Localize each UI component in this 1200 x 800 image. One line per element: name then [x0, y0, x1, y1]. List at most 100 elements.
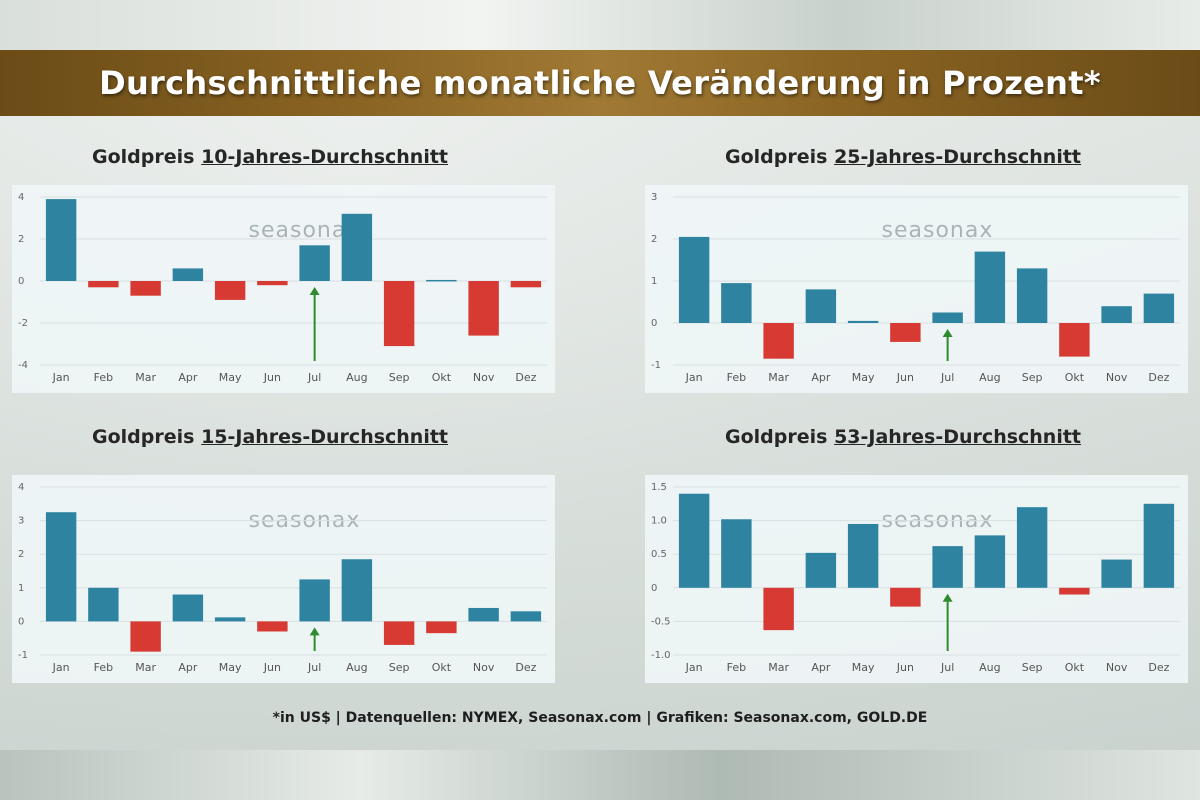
- y-tick-label: 0: [651, 583, 657, 594]
- x-tick-label: May: [852, 661, 875, 674]
- x-tick-label: Jun: [896, 661, 914, 674]
- highlight-arrow-head: [942, 329, 953, 337]
- bar-sep: [383, 281, 415, 347]
- bar-sep: [1016, 507, 1048, 588]
- x-tick-label: Jan: [685, 661, 703, 674]
- chart-title-period: 10-Jahres-Durchschnitt: [201, 146, 449, 168]
- y-tick-label: 3: [18, 516, 24, 527]
- x-tick-label: Dez: [1148, 661, 1169, 674]
- x-tick-label: Nov: [1106, 371, 1128, 384]
- bar-dez: [1143, 293, 1175, 323]
- chart-title-period: 53-Jahres-Durchschnitt: [834, 426, 1082, 448]
- chart-title-25y: Goldpreis 25-Jahres-Durchschnitt: [725, 146, 1081, 168]
- bar-may: [847, 523, 879, 588]
- x-tick-label: Sep: [389, 661, 410, 674]
- y-tick-label: 4: [18, 192, 24, 203]
- y-tick-label: 4: [18, 482, 24, 493]
- bar-aug: [341, 559, 373, 622]
- bar-feb: [721, 519, 752, 588]
- bar-sep: [383, 621, 415, 645]
- x-tick-label: Sep: [1022, 661, 1043, 674]
- background-top: [0, 0, 1200, 50]
- bar-mar: [130, 621, 161, 652]
- x-tick-label: Feb: [94, 661, 113, 674]
- x-tick-label: Sep: [1022, 371, 1043, 384]
- bar-nov: [1101, 559, 1132, 588]
- x-tick-label: Okt: [432, 371, 452, 384]
- bar-okt: [1059, 587, 1090, 595]
- y-tick-label: 0: [651, 318, 657, 329]
- bar-aug: [341, 213, 373, 281]
- title-banner: Durchschnittliche monatliche Veränderung…: [0, 50, 1200, 116]
- bar-jul: [932, 546, 963, 588]
- bar-may: [847, 320, 879, 323]
- x-tick-label: Nov: [473, 371, 495, 384]
- x-tick-label: Okt: [1065, 371, 1085, 384]
- x-tick-label: Feb: [94, 371, 113, 384]
- chart-title-prefix: Goldpreis: [92, 146, 202, 168]
- x-tick-label: Dez: [1148, 371, 1169, 384]
- y-tick-label: 0.5: [651, 549, 667, 560]
- x-tick-label: Apr: [811, 371, 831, 384]
- bar-jun: [890, 323, 921, 342]
- y-tick-label: -2: [18, 318, 28, 329]
- source-footer: *in US$ | Datenquellen: NYMEX, Seasonax.…: [272, 710, 928, 726]
- bar-mar: [763, 323, 794, 359]
- x-tick-label: Apr: [178, 371, 198, 384]
- bar-apr: [805, 289, 837, 323]
- x-tick-label: May: [852, 371, 875, 384]
- y-tick-label: -1: [651, 360, 661, 371]
- bar-feb: [88, 281, 119, 288]
- x-tick-label: Dez: [515, 371, 536, 384]
- x-tick-label: Jun: [263, 661, 281, 674]
- x-tick-label: Nov: [473, 661, 495, 674]
- bar-nov: [1101, 306, 1132, 323]
- bar-jan: [678, 236, 710, 323]
- x-tick-label: Jan: [685, 371, 703, 384]
- chart-53y: seasonax 1.5 1.0 0.5 0 -0.5 -1.0 Jan Feb Mar Apr Ma…: [645, 475, 1188, 683]
- x-tick-label: Feb: [727, 661, 746, 674]
- bar-okt: [426, 279, 457, 282]
- y-tick-label: 1: [18, 583, 24, 594]
- bar-jul: [299, 579, 330, 622]
- bar-jan: [45, 512, 77, 622]
- y-tick-label: 2: [18, 234, 24, 245]
- bar-jan: [45, 199, 77, 281]
- bar-feb: [88, 587, 119, 622]
- y-tick-label: -4: [18, 360, 28, 371]
- bar-mar: [130, 281, 161, 296]
- bar-dez: [510, 281, 542, 288]
- x-tick-label: Apr: [811, 661, 831, 674]
- y-tick-label: 3: [651, 192, 657, 203]
- bar-apr: [172, 268, 204, 281]
- y-tick-label: -1: [18, 650, 28, 661]
- page-title: Durchschnittliche monatliche Veränderung…: [99, 64, 1101, 102]
- y-tick-label: -0.5: [651, 616, 671, 627]
- highlight-arrow-head: [309, 627, 320, 636]
- bar-aug: [974, 251, 1006, 323]
- chart-25y: seasonax 3 2 1 0 -1 Jan Feb Mar Apr May Jun Jul Aug Se…: [645, 185, 1188, 393]
- bar-nov: [468, 607, 499, 622]
- x-tick-label: Nov: [1106, 661, 1128, 674]
- x-tick-label: May: [219, 661, 242, 674]
- highlight-arrow-head: [309, 287, 320, 295]
- bar-dez: [1143, 503, 1175, 588]
- x-tick-label: Jun: [896, 371, 914, 384]
- x-tick-label: Mar: [135, 661, 156, 674]
- chart-title-15y: Goldpreis 15-Jahres-Durchschnitt: [92, 426, 448, 448]
- x-tick-label: Okt: [1065, 661, 1085, 674]
- x-tick-label: Dez: [515, 661, 536, 674]
- x-tick-label: Feb: [727, 371, 746, 384]
- chart-title-10y: Goldpreis 10-Jahres-Durchschnitt: [92, 146, 448, 168]
- chart-10y: seasonax 4 2 0 -2 -4 Jan Feb Mar Apr May Jun Jul Aug S…: [12, 185, 555, 393]
- highlight-arrow-head: [942, 593, 953, 602]
- x-tick-label: Mar: [135, 371, 156, 384]
- x-tick-label: Aug: [346, 661, 367, 674]
- bar-aug: [974, 535, 1006, 588]
- x-tick-label: Aug: [979, 661, 1000, 674]
- x-tick-label: Aug: [979, 371, 1000, 384]
- bar-okt: [426, 621, 457, 634]
- x-tick-label: Okt: [432, 661, 452, 674]
- bar-feb: [721, 283, 752, 323]
